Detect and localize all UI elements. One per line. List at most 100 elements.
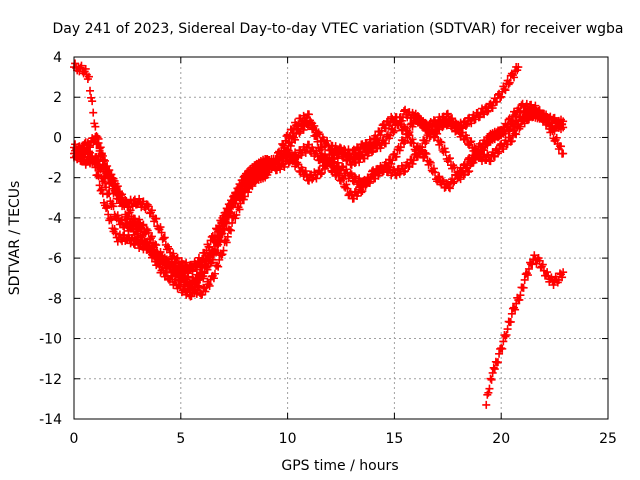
data-point-marker xyxy=(81,138,90,147)
data-point-marker xyxy=(304,110,313,119)
data-point-marker xyxy=(205,281,214,290)
data-point-marker xyxy=(201,260,210,269)
data-point-marker xyxy=(105,189,114,198)
data-point-marker xyxy=(559,268,568,277)
data-point-marker xyxy=(103,162,112,171)
data-point-marker xyxy=(223,232,232,241)
data-point-marker xyxy=(390,126,399,135)
data-point-marker xyxy=(489,151,498,160)
data-point-marker xyxy=(470,143,479,152)
y-tick-label: 4 xyxy=(53,50,62,66)
data-point-marker xyxy=(110,225,119,234)
data-point-marker xyxy=(463,133,472,142)
data-point-marker xyxy=(552,133,561,142)
data-point-marker xyxy=(548,126,557,135)
y-tick-label: -10 xyxy=(39,332,62,348)
series-trace-6 xyxy=(482,251,568,409)
data-point-marker xyxy=(543,268,552,277)
data-point-marker xyxy=(444,117,453,126)
data-point-marker xyxy=(147,206,156,215)
plot-frame xyxy=(73,56,609,420)
data-point-marker xyxy=(484,138,493,147)
data-point-marker xyxy=(310,121,319,130)
data-point-marker xyxy=(107,170,116,179)
data-point-marker xyxy=(124,212,133,221)
data-point-marker xyxy=(501,332,510,341)
data-point-marker xyxy=(475,153,484,162)
data-point-marker xyxy=(316,170,325,179)
data-point-marker xyxy=(165,244,174,253)
data-point-marker xyxy=(557,142,566,151)
data-point-marker xyxy=(190,279,199,288)
y-tick-label: -14 xyxy=(39,412,62,428)
data-point-marker xyxy=(91,122,100,131)
data-point-marker xyxy=(422,136,431,145)
data-point-marker xyxy=(213,261,222,270)
data-point-marker xyxy=(99,174,108,183)
data-point-marker xyxy=(80,139,89,148)
data-point-marker xyxy=(449,119,458,128)
data-point-marker xyxy=(159,255,168,264)
data-point-marker xyxy=(100,178,109,187)
data-point-marker xyxy=(210,245,219,254)
data-point-marker xyxy=(493,358,502,367)
data-point-marker xyxy=(199,272,208,281)
data-point-marker xyxy=(520,275,529,284)
data-point-marker xyxy=(127,235,136,244)
data-point-marker xyxy=(180,282,189,291)
data-point-marker xyxy=(205,256,214,265)
data-point-marker xyxy=(495,349,504,358)
data-point-marker xyxy=(361,180,370,189)
axis-ticks: 0 5 10 15 20 25 -14 -12 -10 -8 -6 -4 -2 0 2 4 xyxy=(39,50,617,447)
y-tick-label: -2 xyxy=(48,171,62,187)
data-point-marker xyxy=(501,86,510,95)
data-point-marker xyxy=(197,263,206,272)
data-point-marker xyxy=(480,146,489,155)
data-point-marker xyxy=(502,330,511,339)
data-point-marker xyxy=(437,138,446,147)
data-point-marker xyxy=(173,253,182,262)
data-point-marker xyxy=(507,309,516,318)
data-point-marker xyxy=(346,169,355,178)
data-point-marker xyxy=(506,317,515,326)
data-point-marker xyxy=(96,143,105,152)
x-tick-label: 25 xyxy=(599,431,617,447)
data-point-marker xyxy=(256,172,265,181)
data-point-marker xyxy=(312,174,321,183)
data-point-marker xyxy=(505,78,514,87)
data-point-marker xyxy=(295,129,304,138)
data-point-marker xyxy=(365,179,374,188)
data-point-marker xyxy=(172,254,181,263)
data-point-marker xyxy=(392,152,401,161)
data-point-marker xyxy=(201,287,210,296)
data-point-marker xyxy=(146,234,155,243)
data-point-marker xyxy=(558,273,567,282)
data-point-marker xyxy=(381,139,390,148)
x-tick-label: 5 xyxy=(176,431,185,447)
data-point-marker xyxy=(116,216,125,225)
data-point-marker xyxy=(111,229,120,238)
data-point-marker xyxy=(453,122,462,131)
data-point-marker xyxy=(280,162,289,171)
data-point-marker xyxy=(157,228,166,237)
data-point-marker xyxy=(396,143,405,152)
data-point-marker xyxy=(84,147,93,156)
data-point-marker xyxy=(323,136,332,145)
data-point-marker xyxy=(486,157,495,166)
data-point-marker xyxy=(156,247,165,256)
data-point-marker xyxy=(169,262,178,271)
chart-title: Day 241 of 2023, Sidereal Day-to-day VTE… xyxy=(52,21,623,37)
data-point-marker xyxy=(169,249,178,258)
data-point-marker xyxy=(92,152,101,161)
data-point-marker xyxy=(550,113,559,122)
data-point-marker xyxy=(320,153,329,162)
data-point-marker xyxy=(453,174,462,183)
data-point-marker xyxy=(350,150,359,159)
data-point-marker xyxy=(98,151,107,160)
data-point-marker xyxy=(400,122,409,131)
data-point-marker xyxy=(538,260,547,269)
data-point-marker xyxy=(510,73,519,82)
data-point-marker xyxy=(511,305,520,314)
data-point-marker xyxy=(88,97,97,106)
data-point-marker xyxy=(422,150,431,159)
